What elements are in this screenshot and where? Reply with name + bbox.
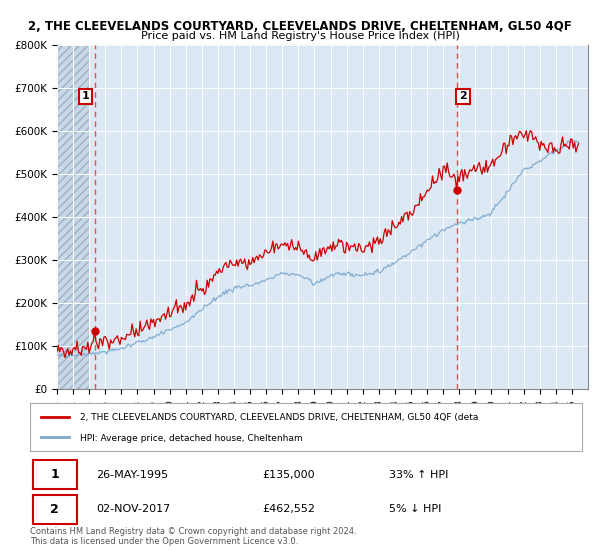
Text: 2, THE CLEEVELANDS COURTYARD, CLEEVELANDS DRIVE, CHELTENHAM, GL50 4QF (deta: 2, THE CLEEVELANDS COURTYARD, CLEEVELAND… bbox=[80, 413, 478, 422]
Text: Price paid vs. HM Land Registry's House Price Index (HPI): Price paid vs. HM Land Registry's House … bbox=[140, 31, 460, 41]
Text: 2: 2 bbox=[459, 91, 467, 101]
Text: 1: 1 bbox=[50, 468, 59, 481]
Text: 33% ↑ HPI: 33% ↑ HPI bbox=[389, 469, 448, 479]
Text: 1: 1 bbox=[82, 91, 89, 101]
Text: £135,000: £135,000 bbox=[262, 469, 314, 479]
Text: Contains HM Land Registry data © Crown copyright and database right 2024.
This d: Contains HM Land Registry data © Crown c… bbox=[30, 526, 356, 546]
Text: £462,552: £462,552 bbox=[262, 505, 315, 514]
Bar bbox=[57, 45, 89, 389]
Text: 26-MAY-1995: 26-MAY-1995 bbox=[96, 469, 169, 479]
Text: 02-NOV-2017: 02-NOV-2017 bbox=[96, 505, 170, 514]
FancyBboxPatch shape bbox=[33, 495, 77, 524]
Text: 5% ↓ HPI: 5% ↓ HPI bbox=[389, 505, 441, 514]
Text: 2: 2 bbox=[50, 503, 59, 516]
Text: 2, THE CLEEVELANDS COURTYARD, CLEEVELANDS DRIVE, CHELTENHAM, GL50 4QF: 2, THE CLEEVELANDS COURTYARD, CLEEVELAND… bbox=[28, 20, 572, 32]
Text: HPI: Average price, detached house, Cheltenham: HPI: Average price, detached house, Chel… bbox=[80, 434, 302, 443]
FancyBboxPatch shape bbox=[33, 460, 77, 489]
